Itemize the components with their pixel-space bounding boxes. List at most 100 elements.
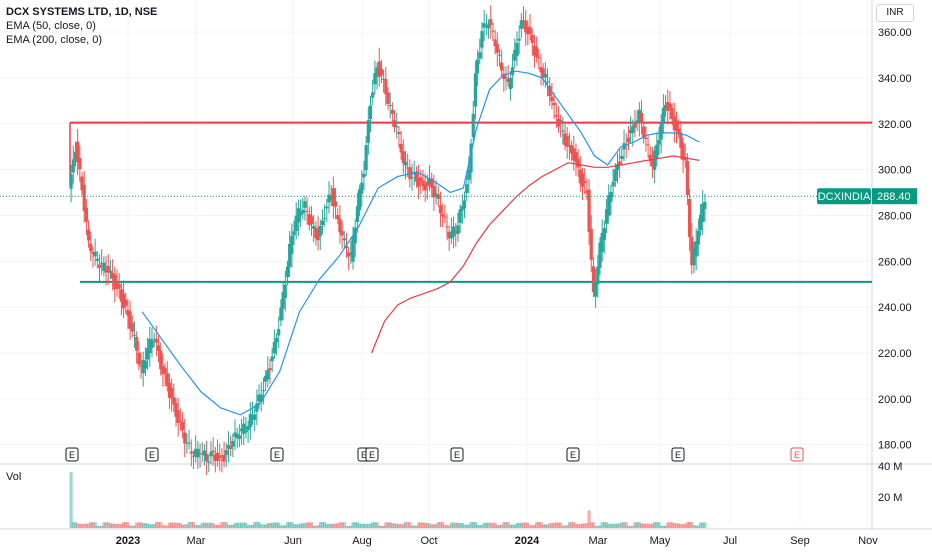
volume-bar bbox=[340, 522, 344, 528]
candle-body bbox=[655, 144, 659, 159]
volume-bar bbox=[615, 523, 620, 528]
legend-ema50[interactable]: EMA (50, close, 0) bbox=[6, 20, 96, 32]
volume-bar bbox=[257, 522, 261, 528]
volume-bar bbox=[633, 522, 637, 528]
candle-body bbox=[504, 76, 508, 78]
candle-body bbox=[163, 368, 167, 374]
currency-button[interactable]: INR bbox=[876, 4, 914, 22]
candle-body bbox=[353, 227, 357, 244]
volume-bar bbox=[143, 523, 148, 528]
candle-body bbox=[556, 118, 561, 127]
chart-legend[interactable]: DCX SYSTEMS LTD, 1D, NSE EMA (50, close,… bbox=[6, 5, 157, 47]
volume-bar bbox=[296, 524, 300, 528]
y-tick-label: 300.00 bbox=[878, 165, 912, 177]
volume-bar bbox=[476, 524, 480, 528]
candle-body bbox=[327, 194, 331, 203]
earnings-marker-label: E bbox=[369, 450, 375, 460]
volume-bar bbox=[222, 522, 226, 528]
candle-body bbox=[454, 231, 458, 234]
candle-body bbox=[703, 201, 707, 210]
candle-body bbox=[154, 339, 158, 343]
candle-body bbox=[541, 68, 545, 78]
volume-bar bbox=[316, 525, 320, 528]
candle-body bbox=[583, 181, 587, 184]
volume-bar bbox=[93, 522, 97, 528]
candle-body bbox=[524, 20, 528, 33]
volume-bar bbox=[502, 522, 506, 528]
volume-bar bbox=[180, 524, 185, 528]
volume-bar bbox=[115, 524, 119, 528]
candle-body bbox=[517, 38, 521, 41]
volume-bar bbox=[360, 523, 364, 528]
volume-bar bbox=[574, 523, 578, 528]
volume-bar bbox=[690, 522, 694, 528]
earnings-marker bbox=[270, 447, 284, 462]
candle-body bbox=[294, 215, 298, 232]
candle-body bbox=[567, 144, 572, 147]
volume-bar bbox=[261, 524, 266, 528]
candle-body bbox=[132, 334, 137, 336]
candle-body bbox=[91, 252, 95, 254]
volume-bar bbox=[185, 524, 189, 528]
candle-body bbox=[113, 274, 117, 290]
volume-bar bbox=[447, 525, 451, 528]
candle-body bbox=[692, 247, 696, 266]
candle-body bbox=[574, 151, 578, 163]
y-tick-label: 340.00 bbox=[878, 73, 912, 85]
candle-body bbox=[233, 432, 237, 437]
volume-bar bbox=[628, 525, 633, 528]
volume-bar bbox=[659, 525, 663, 528]
volume-bar bbox=[347, 525, 351, 528]
volume-bar bbox=[559, 522, 563, 528]
volume-bar bbox=[388, 522, 392, 528]
volume-bar bbox=[246, 525, 250, 528]
volume-bar bbox=[95, 525, 99, 528]
candle-body bbox=[124, 299, 128, 306]
candle-body bbox=[73, 151, 78, 161]
volume-bar bbox=[285, 522, 290, 528]
candle-body bbox=[198, 453, 202, 455]
legend-ema200[interactable]: EMA (200, close, 0) bbox=[6, 34, 102, 46]
candle-body bbox=[364, 145, 368, 171]
volume-bar bbox=[508, 524, 512, 528]
candle-body bbox=[174, 403, 178, 417]
volume-bar bbox=[589, 522, 593, 528]
volume-bar bbox=[189, 522, 193, 528]
volume-bar bbox=[604, 522, 609, 528]
volume-bar bbox=[578, 524, 582, 528]
candle-body bbox=[521, 19, 526, 22]
candle-body bbox=[613, 169, 617, 182]
symbol-tag bbox=[817, 188, 871, 205]
volume-bar bbox=[248, 525, 252, 528]
volume-bar bbox=[303, 523, 307, 528]
volume-bar bbox=[692, 525, 696, 528]
volume-bar bbox=[685, 522, 690, 528]
volume-bar bbox=[106, 522, 110, 528]
volume-bar bbox=[327, 523, 331, 528]
volume-bar bbox=[653, 522, 657, 528]
x-tick-label: Oct bbox=[420, 535, 437, 547]
volume-bar bbox=[484, 522, 488, 528]
candle-body bbox=[530, 34, 534, 44]
x-tick-label: 2024 bbox=[515, 535, 540, 547]
candle-body bbox=[528, 27, 532, 35]
volume-bar bbox=[552, 522, 556, 528]
volume-bar bbox=[71, 522, 75, 528]
candle-body bbox=[578, 169, 582, 184]
candle-body bbox=[379, 68, 384, 76]
volume-bar bbox=[594, 525, 598, 528]
volume-bar bbox=[618, 523, 622, 528]
candle-body bbox=[696, 230, 700, 245]
earnings-marker bbox=[365, 447, 379, 462]
candle-body bbox=[288, 244, 292, 267]
volume-bar bbox=[377, 525, 381, 528]
candle-body bbox=[552, 102, 556, 106]
future-earnings-marker-label: E bbox=[794, 450, 800, 460]
candle-body bbox=[277, 328, 281, 336]
volume-bar bbox=[351, 522, 355, 528]
volume-bar bbox=[135, 522, 139, 528]
volume-bar bbox=[152, 524, 156, 528]
candle-body bbox=[268, 368, 272, 371]
